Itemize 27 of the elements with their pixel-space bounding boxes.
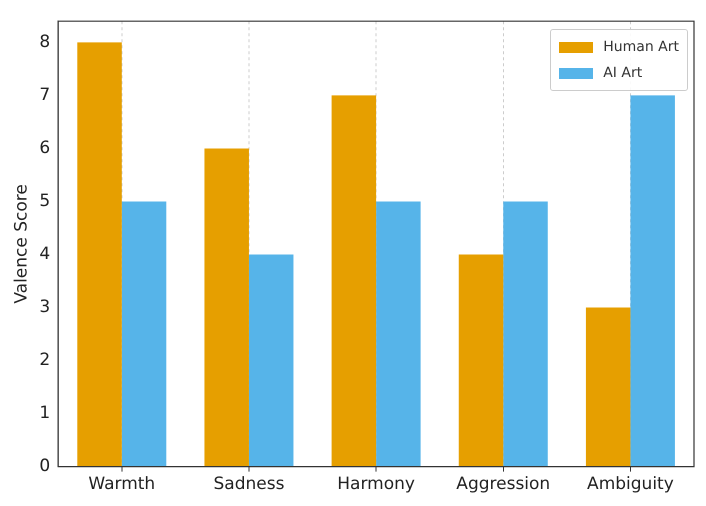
- legend-label: AI Art: [603, 64, 642, 84]
- y-axis-title: Valence Score: [12, 184, 32, 304]
- bar: [458, 254, 504, 467]
- y-tick-label: 8: [39, 32, 50, 52]
- bar: [332, 95, 376, 467]
- bar: [586, 308, 630, 467]
- bar: [122, 201, 166, 467]
- y-tick-label: 7: [39, 84, 50, 105]
- bar: [204, 148, 249, 467]
- x-tick-label: Harmony: [337, 474, 415, 494]
- bar: [503, 201, 548, 467]
- x-tick-label: Warmth: [88, 474, 156, 494]
- y-tick-label: 2: [39, 350, 50, 370]
- y-tick-label: 4: [39, 244, 50, 264]
- y-tick-label: 0: [39, 456, 50, 476]
- bar: [630, 95, 675, 467]
- x-tick-label: Sadness: [213, 474, 285, 494]
- y-tick-label: 1: [39, 403, 50, 423]
- legend-label: Human Art: [603, 38, 679, 58]
- x-tick-label: Ambiguity: [587, 474, 674, 494]
- y-tick-label: 5: [39, 190, 50, 211]
- bar: [248, 254, 294, 467]
- bar: [77, 42, 122, 467]
- y-tick-label: 6: [39, 138, 50, 158]
- x-tick-label: Aggression: [456, 474, 550, 494]
- y-tick-label: 3: [39, 296, 50, 317]
- bar: [376, 201, 421, 467]
